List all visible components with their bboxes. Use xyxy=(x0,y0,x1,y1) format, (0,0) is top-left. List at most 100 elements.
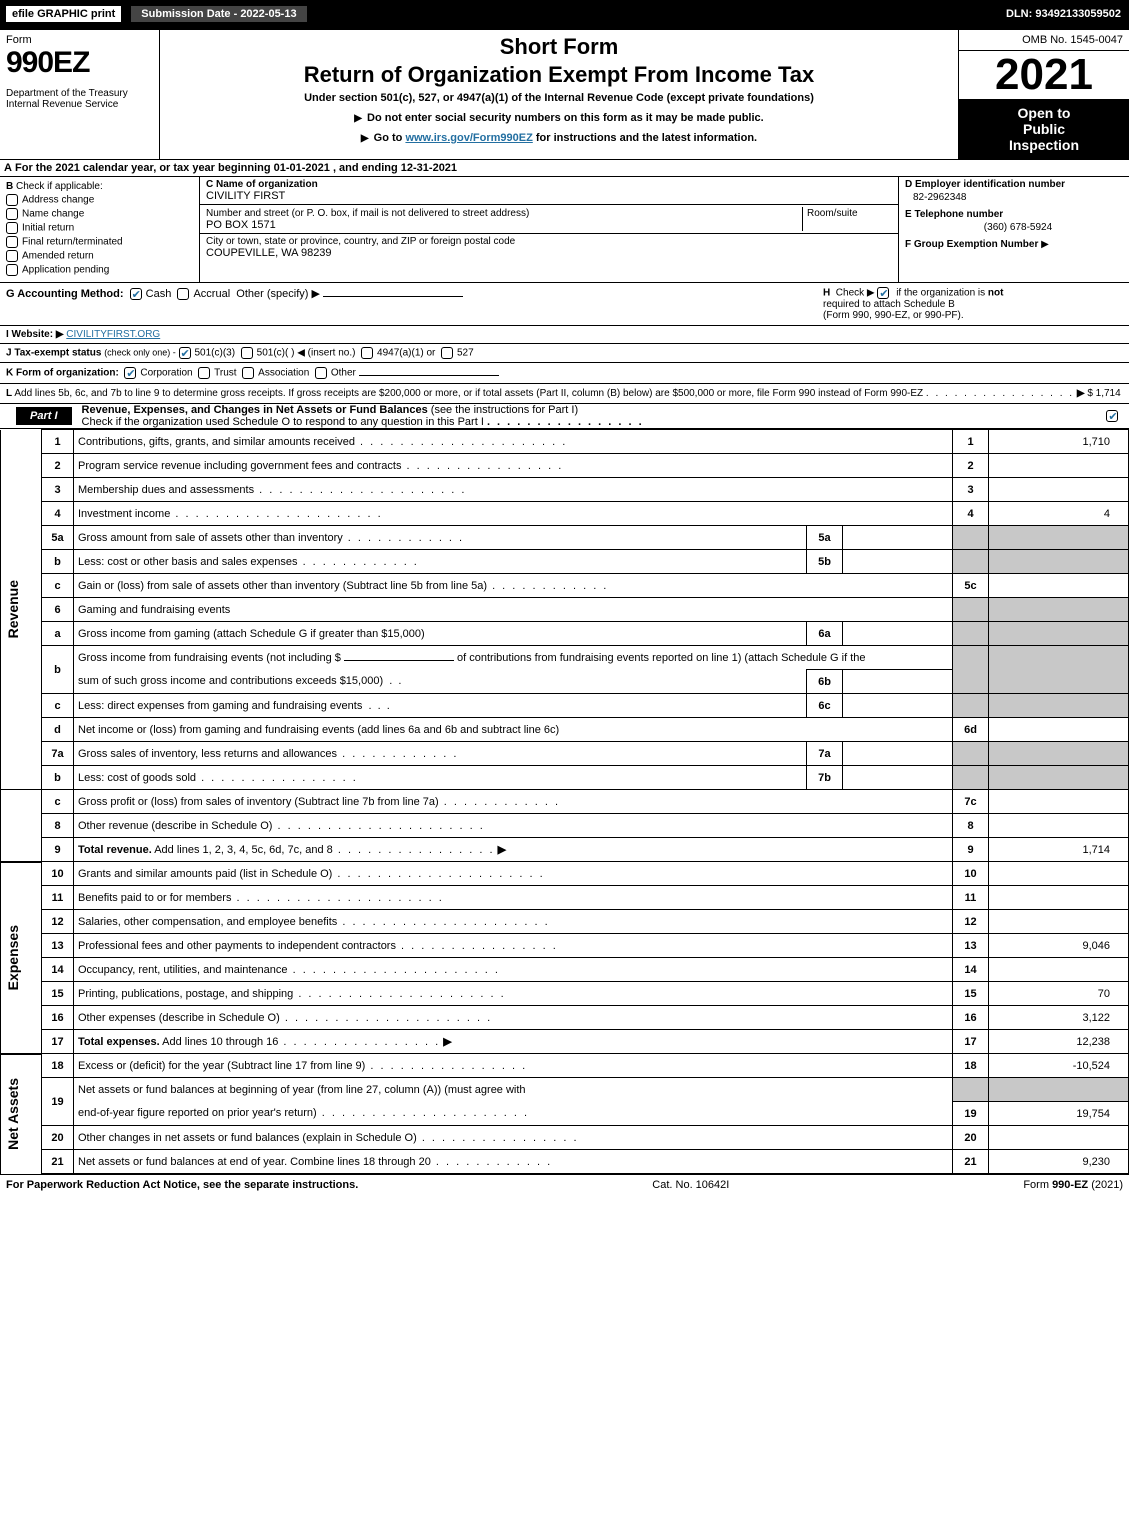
other-specify-input[interactable] xyxy=(323,296,463,297)
irs-link[interactable]: www.irs.gov/Form990EZ xyxy=(405,132,532,144)
grey-cell xyxy=(953,742,989,766)
line-desc: Less: cost or other basis and sales expe… xyxy=(78,556,298,568)
table-row: 8 Other revenue (describe in Schedule O)… xyxy=(1,814,1129,838)
line-idx: 3 xyxy=(953,478,989,502)
line-desc: Gross amount from sale of assets other t… xyxy=(78,532,343,544)
sub-idx: 6a xyxy=(807,622,843,646)
checkbox-schedule-b[interactable] xyxy=(877,287,889,299)
checkbox-name-change[interactable] xyxy=(6,208,18,220)
checkbox-cash[interactable] xyxy=(130,288,142,300)
line-idx: 13 xyxy=(953,934,989,958)
l-text: Add lines 5b, 6c, and 7b to line 9 to de… xyxy=(14,388,923,399)
table-row: c Gain or (loss) from sale of assets oth… xyxy=(1,574,1129,598)
form-word: Form xyxy=(6,34,153,46)
sub-value xyxy=(843,550,953,574)
checkbox-address-change[interactable] xyxy=(6,194,18,206)
goto-line: Go to www.irs.gov/Form990EZ for instruct… xyxy=(168,132,950,144)
line-value: 19,754 xyxy=(989,1102,1129,1126)
netassets-vlabel: Net Assets xyxy=(5,1074,21,1154)
line-idx: 20 xyxy=(953,1126,989,1150)
table-row: b Gross income from fundraising events (… xyxy=(1,646,1129,670)
dots xyxy=(417,1132,579,1144)
table-row: Expenses 10 Grants and similar amounts p… xyxy=(1,862,1129,886)
header-left: Form 990EZ Department of the Treasury In… xyxy=(0,30,160,159)
checkbox-corporation[interactable] xyxy=(124,367,136,379)
dots xyxy=(231,892,443,904)
check-opt: Initial return xyxy=(22,223,74,234)
line-idx: 14 xyxy=(953,958,989,982)
line-desc-part3: sum of such gross income and contributio… xyxy=(78,675,383,687)
group-exemption-label: F Group Exemption Number xyxy=(905,239,1038,250)
grey-cell xyxy=(953,646,989,694)
grey-cell xyxy=(953,766,989,790)
line-desc: Gross income from gaming (attach Schedul… xyxy=(78,628,425,640)
l-amount: $ 1,714 xyxy=(1087,388,1120,399)
checkbox-association[interactable] xyxy=(242,367,254,379)
line-desc-part1: Gross income from fundraising events (no… xyxy=(78,652,341,664)
line-value: 9,230 xyxy=(989,1150,1129,1174)
grey-cell xyxy=(989,1078,1129,1102)
grey-cell xyxy=(989,646,1129,694)
line-value xyxy=(989,574,1129,598)
grey-cell xyxy=(989,622,1129,646)
grey-cell xyxy=(989,526,1129,550)
line-desc-part2: of contributions from fundraising events… xyxy=(457,652,865,664)
checkbox-amended-return[interactable] xyxy=(6,250,18,262)
grey-cell xyxy=(953,550,989,574)
website-link[interactable]: CIVILITYFIRST.ORG xyxy=(66,329,160,340)
grey-cell xyxy=(953,598,989,622)
line-value xyxy=(989,958,1129,982)
part-1-header: Part I Revenue, Expenses, and Changes in… xyxy=(0,404,1129,429)
line-num: c xyxy=(42,694,74,718)
dots xyxy=(401,460,563,472)
line-num: b xyxy=(42,550,74,574)
main-title: Return of Organization Exempt From Incom… xyxy=(168,62,950,88)
line-desc: Excess or (deficit) for the year (Subtra… xyxy=(78,1060,365,1072)
other-org-input[interactable] xyxy=(359,375,499,376)
checkbox-4947[interactable] xyxy=(361,347,373,359)
omb-number: OMB No. 1545-0047 xyxy=(959,30,1129,51)
h-not: not xyxy=(988,288,1004,299)
section-def: D Employer identification number 82-2962… xyxy=(899,177,1129,282)
arrow-icon xyxy=(495,844,507,856)
city-value: COUPEVILLE, WA 98239 xyxy=(206,247,892,259)
checkbox-527[interactable] xyxy=(441,347,453,359)
table-row: 14 Occupancy, rent, utilities, and maint… xyxy=(1,958,1129,982)
line-desc: Other expenses (describe in Schedule O) xyxy=(78,1012,280,1024)
line-idx: 17 xyxy=(953,1030,989,1054)
section-b: B Check if applicable: Address change Na… xyxy=(0,177,200,282)
line-num: 19 xyxy=(42,1078,74,1126)
checkbox-initial-return[interactable] xyxy=(6,222,18,234)
section-b-letter: B xyxy=(6,181,13,192)
website-label: I Website: ▶ xyxy=(6,329,64,340)
checkbox-trust[interactable] xyxy=(198,367,210,379)
section-a-text: For the 2021 calendar year, or tax year … xyxy=(15,162,457,174)
line-num: 1 xyxy=(42,430,74,454)
line-num: b xyxy=(42,646,74,694)
checkbox-501c[interactable] xyxy=(241,347,253,359)
table-row: Net Assets 18 Excess or (deficit) for th… xyxy=(1,1054,1129,1078)
j-note: (check only one) ‐ xyxy=(104,348,176,358)
table-row: 16 Other expenses (describe in Schedule … xyxy=(1,1006,1129,1030)
org-name: CIVILITY FIRST xyxy=(206,190,892,202)
dots xyxy=(337,916,549,928)
checkbox-final-return[interactable] xyxy=(6,236,18,248)
checkbox-other-org[interactable] xyxy=(315,367,327,379)
checkbox-501c3[interactable] xyxy=(179,347,191,359)
dots xyxy=(332,868,544,880)
line-num: 18 xyxy=(42,1054,74,1078)
contrib-amount-input[interactable] xyxy=(344,660,454,661)
checkbox-application-pending[interactable] xyxy=(6,264,18,276)
tax-year: 2021 xyxy=(959,51,1129,99)
line-num: 3 xyxy=(42,478,74,502)
line-value: 3,122 xyxy=(989,1006,1129,1030)
table-row: 13 Professional fees and other payments … xyxy=(1,934,1129,958)
line-value: 9,046 xyxy=(989,934,1129,958)
h-letter: H xyxy=(823,288,830,299)
checkbox-schedule-o[interactable] xyxy=(1106,410,1118,422)
checkbox-accrual[interactable] xyxy=(177,288,189,300)
line-value xyxy=(989,910,1129,934)
ein-value: 82-2962348 xyxy=(913,192,1123,203)
sub-idx: 5a xyxy=(807,526,843,550)
footer-form-year: (2021) xyxy=(1088,1179,1123,1191)
